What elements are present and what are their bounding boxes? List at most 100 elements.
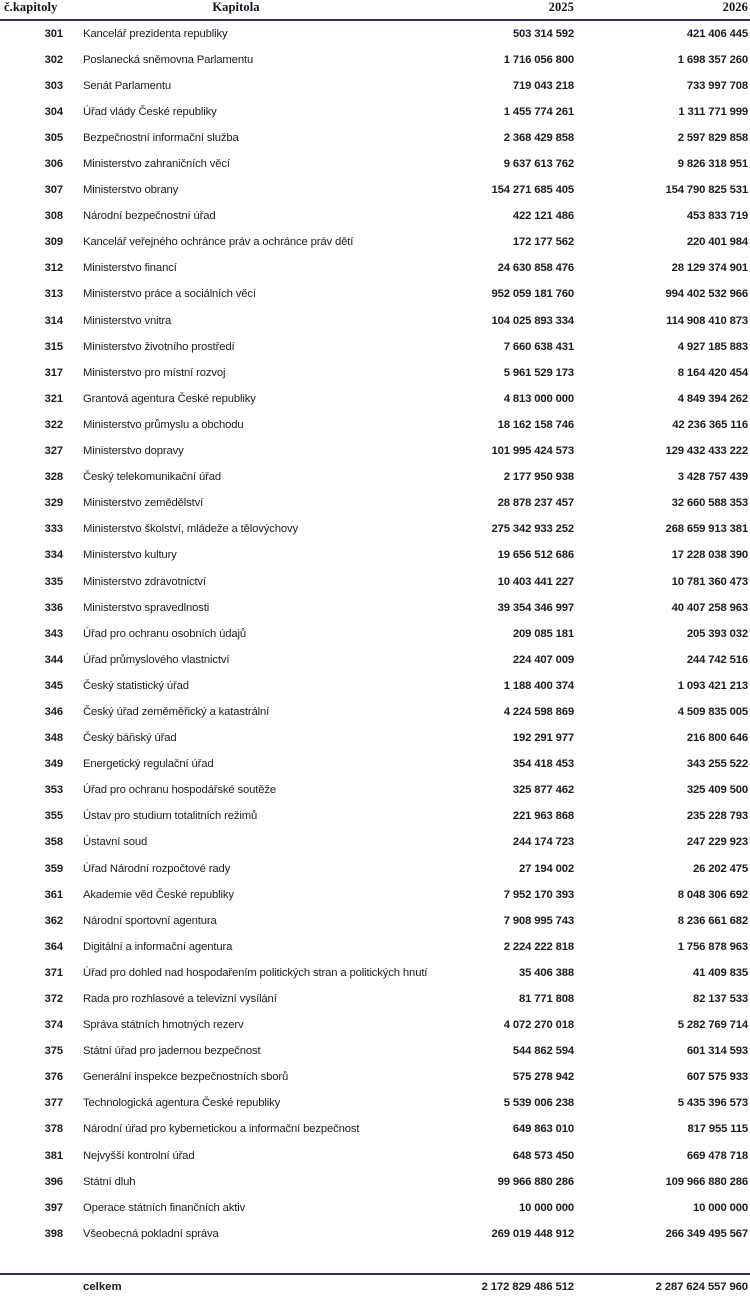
chapter-number-cell: 398 — [0, 1221, 72, 1247]
chapter-number-cell: 344 — [0, 647, 72, 673]
chapter-number-cell: 308 — [0, 203, 72, 229]
value-2025-cell: 221 963 868 — [424, 803, 586, 829]
chapter-number-cell: 397 — [0, 1195, 72, 1221]
value-2025-cell: 192 291 977 — [424, 725, 586, 751]
chapter-name-cell: Úřad vlády České republiky — [72, 99, 424, 125]
chapter-number-cell: 343 — [0, 621, 72, 647]
chapter-name-cell: Poslanecká sněmovna Parlamentu — [72, 47, 424, 73]
value-2025-cell: 224 407 009 — [424, 647, 586, 673]
chapter-name-cell: Úřad pro ochranu osobních údajů — [72, 621, 424, 647]
value-2026-cell: 266 349 495 567 — [586, 1221, 750, 1247]
chapter-number-cell: 378 — [0, 1116, 72, 1142]
row-spacer — [0, 1247, 750, 1273]
chapter-name-cell: Ministerstvo zahraničních věcí — [72, 151, 424, 177]
value-2025-cell: 1 716 056 800 — [424, 47, 586, 73]
value-2026-cell: 17 228 038 390 — [586, 542, 750, 568]
chapter-number-cell: 377 — [0, 1090, 72, 1116]
chapter-name-cell: Ministerstvo práce a sociálních věcí — [72, 281, 424, 307]
chapter-name-cell: Ministerstvo vnitra — [72, 308, 424, 334]
chapter-number-cell: 304 — [0, 99, 72, 125]
value-2026-cell: 10 000 000 — [586, 1195, 750, 1221]
value-2025-cell: 5 961 529 173 — [424, 360, 586, 386]
chapter-number-cell: 381 — [0, 1143, 72, 1169]
value-2026-cell: 817 955 115 — [586, 1116, 750, 1142]
column-header-year-2026: 2026 — [586, 0, 750, 21]
chapter-name-cell: Úřad pro dohled nad hospodařením politic… — [72, 960, 424, 986]
value-2025-cell: 354 418 453 — [424, 751, 586, 777]
value-2025-cell: 544 862 594 — [424, 1038, 586, 1064]
value-2026-cell: 32 660 588 353 — [586, 490, 750, 516]
value-2026-cell: 4 849 394 262 — [586, 386, 750, 412]
value-2026-cell: 109 966 880 286 — [586, 1169, 750, 1195]
chapter-number-cell: 317 — [0, 360, 72, 386]
chapter-name-cell: Kancelář prezidenta republiky — [72, 21, 424, 47]
chapter-number-cell: 362 — [0, 908, 72, 934]
chapter-name-cell: Český báňský úřad — [72, 725, 424, 751]
chapter-name-cell: Ministerstvo dopravy — [72, 438, 424, 464]
total-number-cell — [0, 1273, 72, 1299]
value-2025-cell: 154 271 685 405 — [424, 177, 586, 203]
chapter-name-cell: Digitální a informační agentura — [72, 934, 424, 960]
value-2025-cell: 19 656 512 686 — [424, 542, 586, 568]
value-2026-cell: 8 048 306 692 — [586, 882, 750, 908]
chapter-number-cell: 359 — [0, 856, 72, 882]
chapter-number-cell: 334 — [0, 542, 72, 568]
chapter-number-cell: 329 — [0, 490, 72, 516]
chapter-number-cell: 335 — [0, 568, 72, 594]
value-2026-cell: 601 314 593 — [586, 1038, 750, 1064]
value-2025-cell: 172 177 562 — [424, 229, 586, 255]
column-header-chapter-number: č.kapitoly — [0, 0, 72, 21]
chapter-name-cell: Generální inspekce bezpečnostních sborů — [72, 1064, 424, 1090]
value-2026-cell: 325 409 500 — [586, 777, 750, 803]
value-2025-cell: 269 019 448 912 — [424, 1221, 586, 1247]
chapter-number-cell: 307 — [0, 177, 72, 203]
value-2025-cell: 7 908 995 743 — [424, 908, 586, 934]
value-2026-cell: 154 790 825 531 — [586, 177, 750, 203]
value-2026-cell: 9 826 318 951 — [586, 151, 750, 177]
value-2026-cell: 1 756 878 963 — [586, 934, 750, 960]
value-2025-cell: 28 878 237 457 — [424, 490, 586, 516]
value-2025-cell: 209 085 181 — [424, 621, 586, 647]
chapter-name-cell: Ministerstvo obrany — [72, 177, 424, 203]
value-2025-cell: 2 224 222 818 — [424, 934, 586, 960]
value-2025-cell: 101 995 424 573 — [424, 438, 586, 464]
value-2026-cell: 220 401 984 — [586, 229, 750, 255]
value-2025-cell: 27 194 002 — [424, 856, 586, 882]
chapter-number-cell: 375 — [0, 1038, 72, 1064]
chapter-number-cell: 315 — [0, 334, 72, 360]
chapter-name-cell: Národní úřad pro kybernetickou a informa… — [72, 1116, 424, 1142]
value-2026-cell: 216 800 646 — [586, 725, 750, 751]
value-2026-cell: 10 781 360 473 — [586, 568, 750, 594]
chapter-number-cell: 312 — [0, 255, 72, 281]
chapter-name-cell: Grantová agentura České republiky — [72, 386, 424, 412]
value-2026-cell: 3 428 757 439 — [586, 464, 750, 490]
value-2025-cell: 503 314 592 — [424, 21, 586, 47]
value-2025-cell: 4 072 270 018 — [424, 1012, 586, 1038]
chapter-name-cell: Ministerstvo spravedlnosti — [72, 595, 424, 621]
value-2026-cell: 235 228 793 — [586, 803, 750, 829]
chapter-name-cell: Všeobecná pokladní správa — [72, 1221, 424, 1247]
total-2025-cell: 2 172 829 486 512 — [424, 1273, 586, 1299]
spacer-cell — [424, 1247, 586, 1273]
chapter-number-cell: 306 — [0, 151, 72, 177]
value-2026-cell: 669 478 718 — [586, 1143, 750, 1169]
chapter-name-cell: Energetický regulační úřad — [72, 751, 424, 777]
value-2025-cell: 9 637 613 762 — [424, 151, 586, 177]
chapter-number-cell: 321 — [0, 386, 72, 412]
value-2026-cell: 8 236 661 682 — [586, 908, 750, 934]
chapter-number-cell: 353 — [0, 777, 72, 803]
